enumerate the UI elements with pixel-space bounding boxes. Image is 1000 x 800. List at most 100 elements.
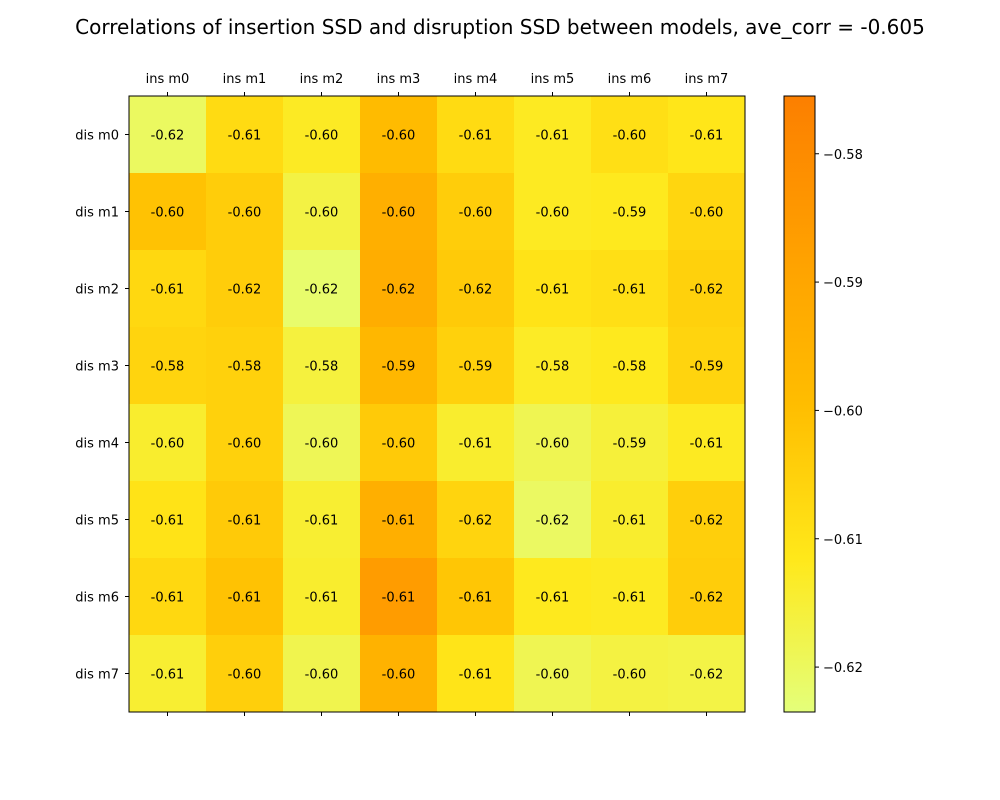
- heatmap-cell: [514, 250, 592, 328]
- heatmap-cell: [360, 481, 438, 559]
- heatmap-cell: [437, 173, 515, 251]
- y-tick-label: dis m2: [75, 283, 119, 298]
- x-tick-label: ins m4: [454, 72, 498, 87]
- y-tick-label: dis m7: [75, 668, 119, 683]
- y-tick-label: dis m0: [75, 129, 119, 144]
- heatmap-cell: [129, 481, 207, 559]
- heatmap-cell: [206, 250, 284, 328]
- heatmap-cell: [283, 635, 361, 713]
- colorbar-gradient: [783, 95, 816, 713]
- cell-value-label: -0.60: [536, 206, 570, 221]
- colorbar-tick-label: −0.62: [823, 661, 863, 676]
- cell-value-label: -0.61: [613, 591, 647, 606]
- heatmap-cell: [129, 635, 207, 713]
- heatmap-cell: [206, 96, 284, 174]
- y-tick-label: dis m4: [75, 437, 119, 452]
- cell-value-label: -0.60: [228, 437, 262, 452]
- cell-value-label: -0.61: [459, 437, 493, 452]
- cell-value-label: -0.60: [151, 206, 185, 221]
- y-tick-label: dis m6: [75, 591, 119, 606]
- heatmap-cell: [283, 327, 361, 405]
- heatmap-cell: [283, 404, 361, 482]
- cell-value-label: -0.61: [459, 591, 493, 606]
- heatmap-cell: [668, 404, 746, 482]
- heatmap-cell: [360, 635, 438, 713]
- heatmap-cell: [129, 250, 207, 328]
- cell-value-label: -0.60: [382, 206, 416, 221]
- cell-value-label: -0.62: [151, 129, 185, 144]
- cell-value-label: -0.60: [305, 437, 339, 452]
- cell-value-label: -0.61: [151, 668, 185, 683]
- cell-value-label: -0.62: [690, 591, 724, 606]
- cell-value-label: -0.62: [228, 283, 262, 298]
- x-tick-label: ins m6: [608, 72, 652, 87]
- heatmap-cell: [668, 327, 746, 405]
- heatmap-cell: [360, 404, 438, 482]
- heatmap-cell: [668, 173, 746, 251]
- heatmap-cell: [591, 635, 669, 713]
- heatmap-cell: [514, 404, 592, 482]
- x-tick-label: ins m3: [377, 72, 421, 87]
- heatmap-cell: [283, 173, 361, 251]
- chart-title: Correlations of insertion SSD and disrup…: [75, 15, 925, 39]
- cell-value-label: -0.60: [536, 437, 570, 452]
- plot-frame: [128, 95, 746, 713]
- heatmap-cell: [283, 481, 361, 559]
- cell-value-label: -0.62: [690, 514, 724, 529]
- cell-value-label: -0.60: [536, 668, 570, 683]
- cell-value-label: -0.61: [151, 283, 185, 298]
- cell-value-label: -0.62: [459, 514, 493, 529]
- cell-value-label: -0.59: [613, 437, 647, 452]
- cell-value-label: -0.60: [382, 437, 416, 452]
- heatmap-cell: [437, 481, 515, 559]
- heatmap-cell: [591, 481, 669, 559]
- heatmap-cell: [668, 481, 746, 559]
- cell-value-label: -0.61: [382, 514, 416, 529]
- cell-value-label: -0.61: [151, 514, 185, 529]
- heatmap-cell: [591, 404, 669, 482]
- cell-value-label: -0.59: [382, 360, 416, 375]
- heatmap-cell: [437, 404, 515, 482]
- cell-value-label: -0.62: [459, 283, 493, 298]
- cell-value-label: -0.60: [382, 129, 416, 144]
- heatmap-cell: [514, 96, 592, 174]
- heatmap-cell: [668, 96, 746, 174]
- heatmap-cell: [514, 173, 592, 251]
- cell-value-label: -0.62: [690, 283, 724, 298]
- heatmap-cell: [129, 96, 207, 174]
- heatmap-cell: [283, 250, 361, 328]
- heatmap-cell: [591, 96, 669, 174]
- cell-value-label: -0.62: [305, 283, 339, 298]
- cell-value-label: -0.62: [690, 668, 724, 683]
- cell-value-label: -0.62: [382, 283, 416, 298]
- cell-value-label: -0.61: [228, 129, 262, 144]
- cell-value-label: -0.61: [536, 591, 570, 606]
- cell-value-label: -0.59: [613, 206, 647, 221]
- cell-value-label: -0.61: [690, 129, 724, 144]
- cell-value-label: -0.60: [690, 206, 724, 221]
- heatmap-cell: [668, 635, 746, 713]
- cell-value-label: -0.61: [228, 514, 262, 529]
- cell-value-label: -0.58: [536, 360, 570, 375]
- heatmap-cell: [206, 481, 284, 559]
- cell-value-label: -0.61: [613, 514, 647, 529]
- heatmap-cell: [360, 558, 438, 636]
- x-tick-label: ins m5: [531, 72, 575, 87]
- heatmap-cell: [206, 327, 284, 405]
- heatmap-cell: [591, 327, 669, 405]
- heatmap-cell: [206, 558, 284, 636]
- heatmap-cell: [129, 404, 207, 482]
- heatmap-cell: [360, 327, 438, 405]
- x-tick-label: ins m2: [300, 72, 344, 87]
- cell-value-label: -0.60: [228, 668, 262, 683]
- heatmap-cell: [283, 558, 361, 636]
- cell-value-label: -0.60: [305, 668, 339, 683]
- cell-value-label: -0.60: [228, 206, 262, 221]
- heatmap-cell: [437, 327, 515, 405]
- cell-value-label: -0.60: [382, 668, 416, 683]
- heatmap-cell: [360, 173, 438, 251]
- cell-value-label: -0.58: [305, 360, 339, 375]
- cell-value-label: -0.61: [536, 283, 570, 298]
- heatmap-cell: [591, 250, 669, 328]
